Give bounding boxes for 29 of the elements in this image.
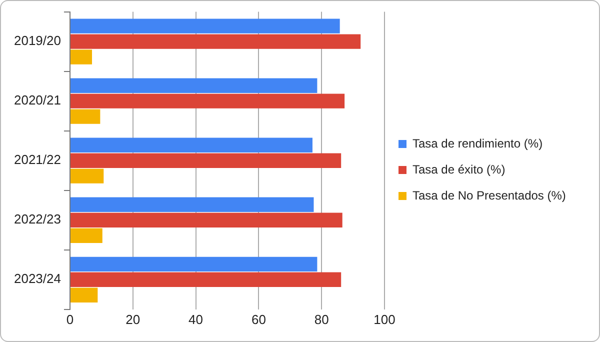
x-tick-label: 0 [66, 312, 74, 327]
bar [70, 78, 318, 93]
bar [70, 168, 104, 184]
bar [70, 197, 314, 212]
bar [70, 109, 100, 124]
x-tick-label: 80 [314, 312, 329, 327]
bar [70, 153, 342, 168]
bar [70, 34, 361, 49]
bar [70, 228, 102, 243]
bar [70, 50, 92, 64]
x-tick-label: 40 [188, 312, 204, 327]
bar [70, 256, 318, 272]
bar [70, 94, 345, 108]
legend-label: Tasa de rendimiento (%) [412, 136, 543, 150]
x-tick-label: 100 [374, 312, 396, 327]
bar [70, 138, 312, 152]
y-tick-label: 2019/20 [14, 33, 61, 48]
legend-label: Tasa de éxito (%) [412, 162, 506, 176]
bar [70, 288, 98, 302]
y-tick-label: 2023/24 [14, 271, 61, 286]
bar [70, 212, 342, 228]
y-tick-label: 2020/21 [14, 92, 61, 108]
bar [70, 272, 342, 287]
bar [70, 18, 340, 34]
y-tick-label: 2021/22 [14, 152, 61, 168]
x-tick-label: 60 [251, 312, 266, 327]
x-tick-label: 20 [126, 312, 140, 327]
y-tick-label: 2022/23 [14, 212, 61, 227]
legend-label: Tasa de No Presentados (%) [412, 188, 566, 202]
